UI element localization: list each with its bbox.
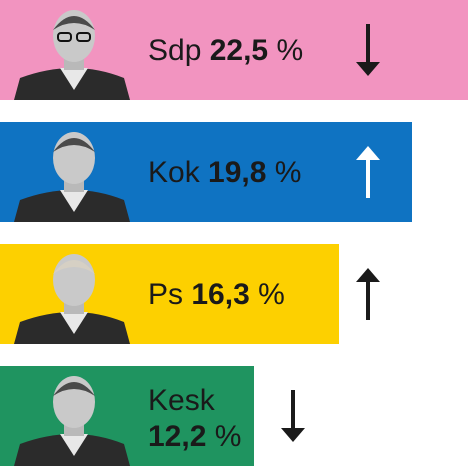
arrow-up-icon	[356, 146, 380, 198]
portrait-collar	[60, 312, 88, 334]
data-label: 22,5	[210, 34, 268, 67]
arrow-head	[356, 146, 380, 160]
data-label: 12,2	[148, 420, 206, 453]
arrow-down-icon	[281, 390, 305, 442]
portrait-hair	[53, 260, 95, 274]
portrait-hair	[53, 16, 95, 30]
bar-group: Kok 19,8 %	[0, 122, 412, 222]
unit-label: %	[250, 278, 285, 311]
arrow-head	[356, 62, 380, 76]
portrait-hair	[53, 138, 95, 152]
unit-label: %	[206, 420, 241, 453]
bar-label: Sdp 22,5 %	[148, 34, 303, 67]
portrait-collar	[60, 68, 88, 90]
bar-label: Kok 19,8 %	[148, 156, 301, 189]
unit-label: %	[268, 34, 303, 67]
bar-label: 12,2 %	[148, 420, 241, 453]
party-name: Kesk	[148, 384, 216, 417]
bar-label: Kesk	[148, 384, 216, 417]
portrait-collar	[60, 434, 88, 456]
party-name: Sdp	[148, 34, 210, 67]
bar-group: Sdp 22,5 %	[0, 0, 468, 100]
portrait-photo-icon	[14, 376, 130, 466]
portrait-photo-icon	[14, 254, 130, 344]
party-name: Kok	[148, 156, 208, 189]
portrait-hair	[53, 382, 95, 396]
data-label: 16,3	[191, 278, 249, 311]
portrait-photo-icon	[14, 132, 130, 222]
bar-label: Ps 16,3 %	[148, 278, 285, 311]
unit-label: %	[266, 156, 301, 189]
arrow-head	[281, 428, 305, 442]
arrow-up-icon	[356, 268, 380, 320]
glasses-icon	[76, 32, 91, 42]
arrow-down-icon	[356, 24, 380, 76]
portrait-collar	[60, 190, 88, 212]
arrow-shaft	[366, 24, 370, 64]
arrow-shaft	[291, 390, 295, 430]
arrow-shaft	[366, 280, 370, 320]
party-name: Ps	[148, 278, 191, 311]
arrow-shaft	[366, 158, 370, 198]
portrait-photo-icon	[14, 10, 130, 100]
bar-group: Ps 16,3 %	[0, 244, 380, 344]
glasses-icon	[57, 32, 72, 42]
data-label: 19,8	[208, 156, 266, 189]
arrow-head	[356, 268, 380, 282]
